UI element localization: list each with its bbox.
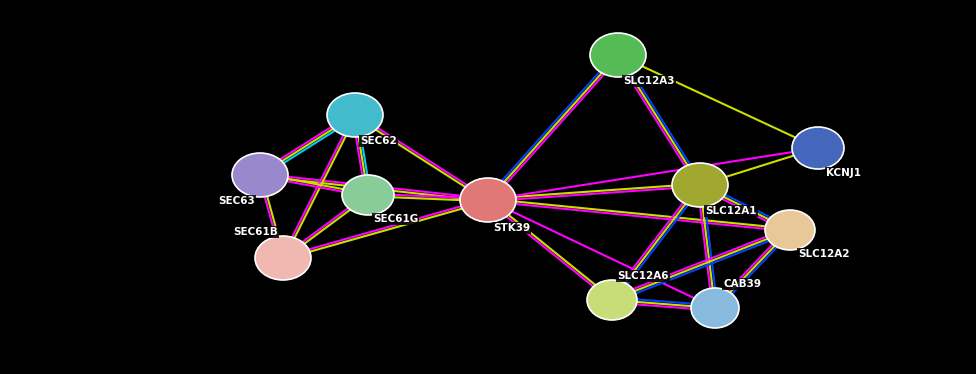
Ellipse shape [672, 163, 728, 207]
Ellipse shape [342, 175, 394, 215]
Ellipse shape [327, 93, 383, 137]
Text: KCNJ1: KCNJ1 [826, 168, 861, 178]
Text: SEC63: SEC63 [219, 196, 255, 206]
Ellipse shape [460, 178, 516, 222]
Text: CAB39: CAB39 [723, 279, 761, 289]
Text: SEC62: SEC62 [360, 136, 397, 146]
Text: STK39: STK39 [493, 223, 530, 233]
Ellipse shape [255, 236, 311, 280]
Text: SLC12A2: SLC12A2 [798, 249, 849, 259]
Ellipse shape [232, 153, 288, 197]
Text: SLC12A3: SLC12A3 [623, 76, 674, 86]
Text: SLC12A1: SLC12A1 [705, 206, 756, 216]
Text: SEC61G: SEC61G [373, 214, 419, 224]
Ellipse shape [590, 33, 646, 77]
Ellipse shape [765, 210, 815, 250]
Text: SEC61B: SEC61B [233, 227, 278, 237]
Text: SLC12A6: SLC12A6 [617, 271, 669, 281]
Ellipse shape [792, 127, 844, 169]
Ellipse shape [587, 280, 637, 320]
Ellipse shape [691, 288, 739, 328]
